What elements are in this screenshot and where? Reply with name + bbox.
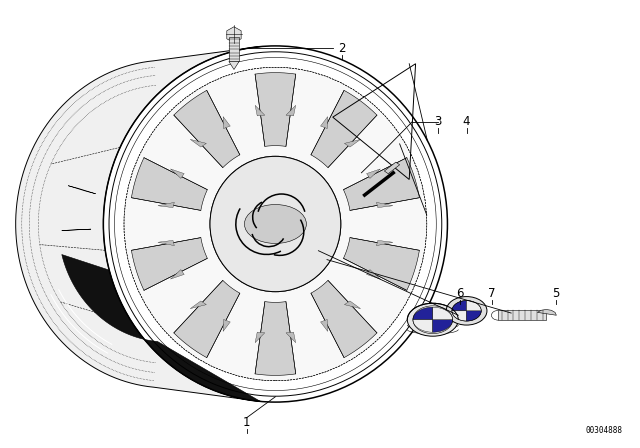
Polygon shape bbox=[452, 301, 467, 311]
Ellipse shape bbox=[124, 67, 427, 381]
Polygon shape bbox=[367, 270, 380, 279]
Polygon shape bbox=[413, 307, 433, 320]
Polygon shape bbox=[255, 302, 296, 375]
Polygon shape bbox=[229, 61, 239, 69]
Ellipse shape bbox=[407, 303, 458, 336]
Polygon shape bbox=[344, 301, 360, 309]
Text: 00304888: 00304888 bbox=[586, 426, 623, 435]
Polygon shape bbox=[321, 319, 328, 332]
Polygon shape bbox=[255, 105, 265, 116]
Polygon shape bbox=[286, 105, 296, 116]
Polygon shape bbox=[227, 27, 241, 43]
Polygon shape bbox=[467, 311, 481, 321]
Polygon shape bbox=[376, 241, 393, 246]
Polygon shape bbox=[223, 116, 230, 129]
Polygon shape bbox=[311, 90, 377, 168]
Text: 6: 6 bbox=[456, 287, 464, 300]
Text: 3: 3 bbox=[434, 115, 442, 128]
Polygon shape bbox=[158, 241, 174, 246]
Polygon shape bbox=[131, 237, 207, 290]
Polygon shape bbox=[452, 311, 467, 321]
Polygon shape bbox=[344, 139, 360, 147]
Circle shape bbox=[446, 297, 487, 325]
Text: 4: 4 bbox=[463, 115, 470, 128]
Polygon shape bbox=[344, 158, 419, 211]
Polygon shape bbox=[321, 116, 328, 129]
Polygon shape bbox=[433, 320, 452, 332]
Polygon shape bbox=[190, 301, 206, 309]
Ellipse shape bbox=[210, 156, 340, 292]
Polygon shape bbox=[367, 169, 380, 178]
Polygon shape bbox=[255, 73, 296, 146]
Polygon shape bbox=[344, 237, 419, 290]
Ellipse shape bbox=[244, 205, 307, 243]
Polygon shape bbox=[170, 270, 184, 279]
Polygon shape bbox=[385, 162, 399, 174]
Polygon shape bbox=[170, 169, 184, 178]
Polygon shape bbox=[223, 319, 230, 332]
Polygon shape bbox=[190, 139, 206, 147]
Polygon shape bbox=[131, 158, 207, 211]
Polygon shape bbox=[62, 254, 260, 401]
Polygon shape bbox=[311, 280, 377, 358]
Ellipse shape bbox=[210, 156, 340, 292]
Text: 1: 1 bbox=[243, 416, 250, 429]
Text: 2: 2 bbox=[339, 42, 346, 55]
Polygon shape bbox=[158, 202, 174, 207]
Polygon shape bbox=[433, 307, 452, 320]
Polygon shape bbox=[255, 332, 265, 343]
Polygon shape bbox=[467, 301, 481, 311]
Polygon shape bbox=[286, 332, 296, 343]
FancyBboxPatch shape bbox=[229, 37, 239, 61]
Polygon shape bbox=[413, 320, 433, 332]
Polygon shape bbox=[376, 202, 393, 207]
Polygon shape bbox=[538, 310, 556, 315]
FancyBboxPatch shape bbox=[499, 310, 546, 320]
Polygon shape bbox=[16, 47, 260, 401]
Polygon shape bbox=[174, 280, 240, 358]
Text: 7: 7 bbox=[488, 287, 496, 300]
Text: 5: 5 bbox=[552, 287, 559, 300]
Polygon shape bbox=[174, 90, 240, 168]
